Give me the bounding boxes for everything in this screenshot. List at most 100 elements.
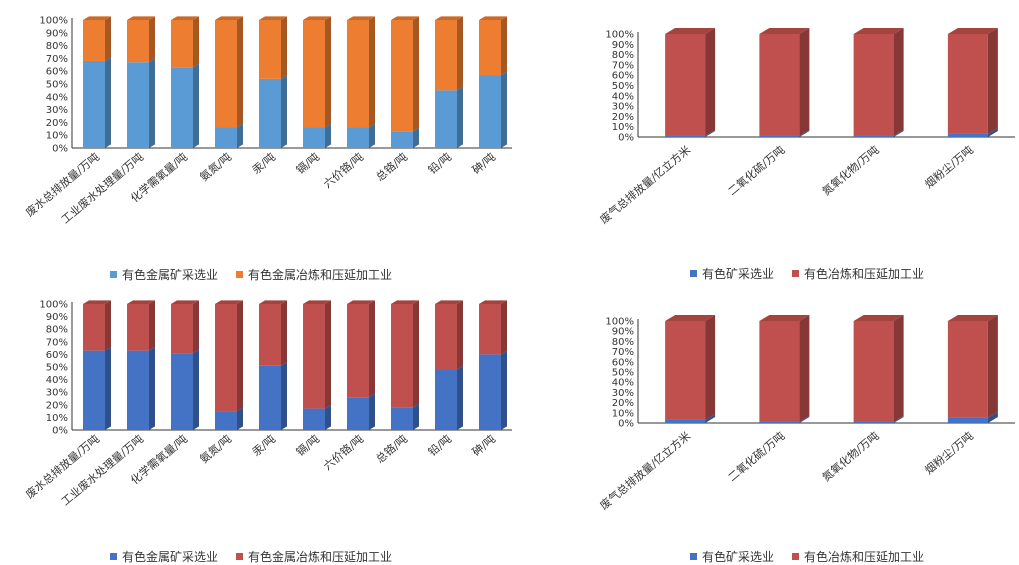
bar-segment-top (391, 300, 419, 304)
bar-segment-side (799, 415, 810, 423)
bar-segment-top (215, 300, 243, 304)
y-tick-label: 50% (46, 80, 68, 91)
bar-segment (435, 90, 457, 148)
legend-water-2: 有色金属矿采选业 有色金属冶炼和压延加工业 (110, 548, 392, 565)
bar-segment-side (413, 300, 419, 408)
bar-segment-side (237, 123, 243, 148)
legend-gas-1: 有色矿采选业 有色冶炼和压延加工业 (690, 265, 924, 282)
bar-segment (303, 20, 325, 128)
bar-segment-side (105, 16, 111, 61)
legend-label: 有色矿采选业 (702, 550, 775, 564)
category-label: 六价铬/吨 (320, 150, 366, 191)
category-label: 二氧化硫/万吨 (725, 429, 787, 485)
y-tick-label: 100% (39, 300, 68, 311)
bar-segment-side (369, 393, 375, 430)
y-tick-label: 10% (612, 408, 634, 419)
bar-segment-side (705, 315, 716, 420)
y-tick-label: 0% (618, 419, 634, 430)
legend-swatch (690, 270, 697, 277)
bar-segment-side (237, 407, 243, 430)
bar-segment-side (193, 349, 199, 430)
y-tick-label: 60% (612, 71, 634, 82)
bar-segment (83, 350, 105, 430)
bar-segment (947, 417, 988, 423)
bar-segment-top (391, 16, 419, 20)
bar-segment (435, 369, 457, 430)
bar-segment (853, 135, 894, 137)
bar-segment-top (259, 300, 287, 304)
category-label: 汞/吨 (250, 150, 278, 176)
bar-segment (303, 304, 325, 409)
bar-segment-side (325, 16, 331, 128)
legend-gas-2: 有色矿采选业 有色冶炼和压延加工业 (690, 548, 924, 565)
y-tick-label: 50% (612, 81, 634, 92)
category-label: 铅/吨 (425, 432, 454, 459)
bar-segment (259, 20, 281, 79)
bar-segment-top (435, 300, 463, 304)
bar-segment (259, 365, 281, 430)
bar-segment-side (369, 16, 375, 128)
bar-segment-side (193, 63, 199, 149)
category-label: 镉/吨 (293, 150, 322, 177)
bar-segment (853, 34, 894, 136)
legend-swatch (236, 553, 244, 560)
legend-label: 有色冶炼和压延加工业 (804, 550, 925, 564)
y-tick-label: 40% (612, 91, 634, 102)
bar-segment-side (149, 58, 155, 148)
y-tick-label: 80% (612, 337, 634, 348)
y-tick-label: 20% (612, 112, 634, 123)
bar-segment-top (347, 16, 375, 20)
y-tick-label: 10% (46, 413, 68, 424)
bar-segment-side (237, 300, 243, 412)
bar-segment (127, 20, 149, 63)
bar-segment (83, 60, 105, 148)
bar-segment-side (325, 300, 331, 409)
category-label: 氨氮/吨 (197, 432, 234, 466)
y-tick-label: 30% (46, 388, 68, 399)
bar-segment (171, 353, 193, 430)
bar-segment-side (457, 300, 463, 370)
y-tick-label: 80% (46, 41, 68, 52)
bar-segment-side (413, 127, 419, 148)
bar-segment (215, 127, 237, 148)
y-tick-label: 70% (612, 347, 634, 358)
bar-segment-side (799, 28, 810, 136)
bar-segment-side (105, 300, 111, 351)
bar-segment-top (759, 28, 810, 34)
bar-segment-side (413, 16, 419, 132)
y-tick-label: 0% (52, 426, 68, 437)
y-tick-label: 50% (612, 368, 634, 379)
bar-segment (83, 304, 105, 351)
bar-segment (347, 20, 369, 128)
y-tick-label: 80% (612, 50, 634, 61)
category-label: 总铬/吨 (373, 432, 410, 466)
bar-segment (259, 304, 281, 366)
bar-segment (947, 321, 988, 418)
bar-segment-side (987, 28, 998, 134)
bar-segment-top (347, 300, 375, 304)
bar-segment-side (501, 71, 507, 148)
y-tick-label: 70% (46, 54, 68, 65)
legend-item: 有色冶炼和压延加工业 (792, 265, 924, 282)
legend-item: 有色矿采选业 (690, 548, 774, 565)
bar-segment-top (127, 300, 155, 304)
bar-segment (127, 304, 149, 351)
y-tick-label: 30% (612, 388, 634, 399)
chart-water-1: 0% 10% 20% 30% 40% 50% 60% 70% 80% 90% 100% 废水总排放量/… (0, 0, 520, 240)
bar-segment-side (987, 315, 998, 418)
category-label: 氨氮/吨 (197, 150, 234, 184)
bar-segment-side (705, 129, 716, 137)
legend-label: 有色冶炼和压延加工业 (804, 267, 925, 281)
category-label: 铅/吨 (425, 150, 454, 177)
bar-segment (853, 421, 894, 423)
y-tick-label: 70% (612, 60, 634, 71)
legend-item: 有色冶炼和压延加工业 (792, 548, 924, 565)
bar-segment-top (479, 16, 507, 20)
bar-segment-top (83, 16, 111, 20)
category-label: 废水总排放量/万吨 (23, 150, 102, 220)
chart-gas-2: 0% 10% 20% 30% 40% 50% 60% 70% 80% 90% 100% 废气总排放量/… (560, 290, 1019, 545)
y-tick-label: 100% (605, 317, 634, 328)
legend-water-1: 有色金属矿采选业 有色金属冶炼和压延加工业 (110, 266, 392, 283)
bar-segment (171, 304, 193, 354)
bar-segment-side (149, 16, 155, 63)
